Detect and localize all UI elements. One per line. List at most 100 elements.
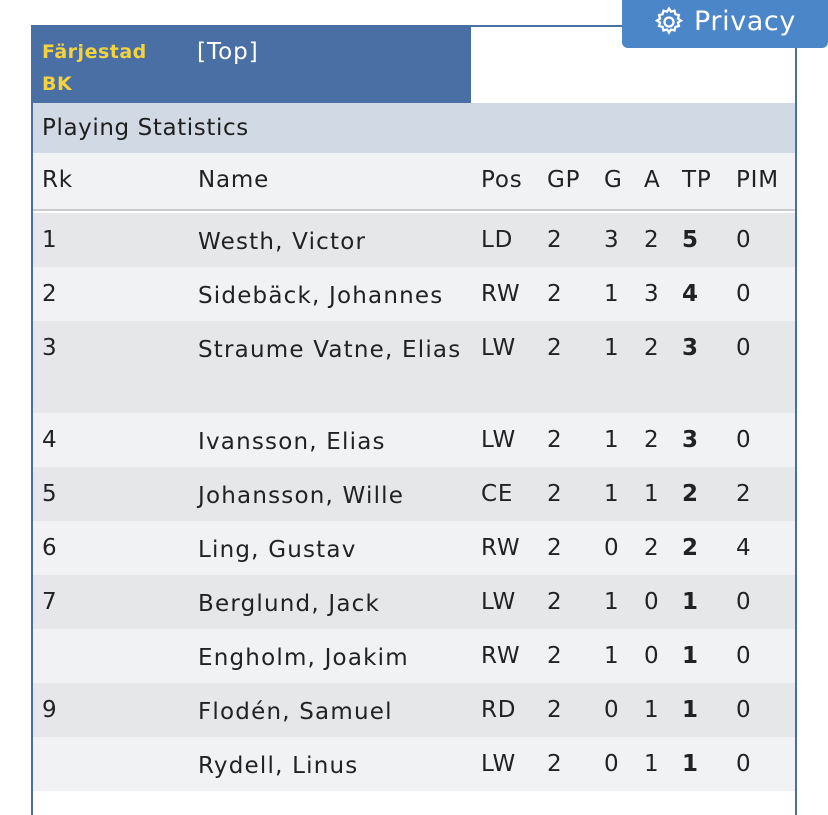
privacy-label: Privacy — [694, 6, 796, 37]
player-name-link[interactable]: Rydell, Linus — [198, 753, 359, 779]
gear-icon — [654, 6, 684, 35]
column-header-tp[interactable]: TP — [682, 167, 712, 193]
cell-pim: 0 — [736, 227, 752, 253]
top-link[interactable]: [Top] — [197, 39, 259, 65]
cell-gp: 2 — [547, 481, 563, 507]
cell-rk: 9 — [42, 697, 58, 723]
table-row: 5 Johansson, Wille CE 2 1 1 2 2 — [33, 467, 795, 521]
table-row: 1 Westh, Victor LD 2 3 2 5 0 — [33, 213, 795, 267]
cell-tp: 1 — [682, 589, 699, 615]
cell-g: 1 — [604, 643, 620, 669]
cell-pos: LW — [481, 335, 517, 361]
cell-tp: 1 — [682, 751, 699, 777]
cell-tp: 3 — [682, 427, 699, 453]
cell-gp: 2 — [547, 227, 563, 253]
cell-rk: 1 — [42, 227, 58, 253]
cell-a: 0 — [644, 589, 660, 615]
cell-rk: 2 — [42, 281, 58, 307]
cell-g: 3 — [604, 227, 620, 253]
player-name-link[interactable]: Westh, Victor — [198, 229, 367, 255]
column-header-gp[interactable]: GP — [547, 167, 581, 193]
cell-gp: 2 — [547, 751, 563, 777]
cell-g: 1 — [604, 335, 620, 361]
cell-pos: CE — [481, 481, 514, 507]
privacy-button[interactable]: Privacy — [622, 0, 828, 48]
cell-pos: RD — [481, 697, 517, 723]
cell-pim: 0 — [736, 335, 752, 361]
cell-a: 2 — [644, 427, 660, 453]
cell-a: 2 — [644, 227, 660, 253]
cell-tp: 1 — [682, 643, 699, 669]
cell-a: 0 — [644, 643, 660, 669]
cell-a: 1 — [644, 481, 660, 507]
cell-pos: LW — [481, 751, 517, 777]
table-row: Engholm, Joakim RW 2 1 0 1 0 — [33, 629, 795, 683]
cell-a: 1 — [644, 697, 660, 723]
cell-pim: 4 — [736, 535, 752, 561]
cell-pim: 0 — [736, 751, 752, 777]
column-header-g[interactable]: G — [604, 167, 623, 193]
cell-g: 0 — [604, 535, 620, 561]
column-header-pos[interactable]: Pos — [481, 167, 523, 193]
cell-pim: 0 — [736, 281, 752, 307]
column-header-pim[interactable]: PIM — [736, 167, 779, 193]
cell-pos: LD — [481, 227, 514, 253]
player-name-link[interactable]: Engholm, Joakim — [198, 645, 409, 671]
cell-rk: 6 — [42, 535, 58, 561]
section-title: Playing Statistics — [33, 103, 795, 153]
player-name-link[interactable]: Johansson, Wille — [198, 483, 405, 509]
cell-a: 2 — [644, 535, 660, 561]
table-row: 2 Sidebäck, Johannes RW 2 1 3 4 0 — [33, 267, 795, 321]
cell-rk: 7 — [42, 589, 58, 615]
table-row: 3 Straume Vatne, Elias LW 2 1 2 3 0 — [33, 321, 795, 413]
cell-pim: 0 — [736, 589, 752, 615]
cell-g: 1 — [604, 589, 620, 615]
player-name-link[interactable]: Ling, Gustav — [198, 537, 357, 563]
cell-g: 1 — [604, 281, 620, 307]
cell-pos: LW — [481, 427, 517, 453]
table-row: 4 Ivansson, Elias LW 2 1 2 3 0 — [33, 413, 795, 467]
cell-a: 1 — [644, 751, 660, 777]
cell-pim: 2 — [736, 481, 752, 507]
cell-gp: 2 — [547, 589, 563, 615]
cell-tp: 2 — [682, 481, 699, 507]
cell-tp: 4 — [682, 281, 699, 307]
cell-tp: 2 — [682, 535, 699, 561]
column-header-name[interactable]: Name — [198, 167, 270, 193]
cell-pim: 0 — [736, 697, 752, 723]
cell-tp: 1 — [682, 697, 699, 723]
table-row: Rydell, Linus LW 2 0 1 1 0 — [33, 737, 795, 791]
cell-a: 3 — [644, 281, 660, 307]
player-name-link[interactable]: Berglund, Jack — [198, 591, 380, 617]
cell-gp: 2 — [547, 535, 563, 561]
cell-pim: 0 — [736, 427, 752, 453]
cell-g: 0 — [604, 697, 620, 723]
column-header-rk[interactable]: Rk — [42, 167, 73, 193]
player-name-link[interactable]: Straume Vatne, Elias — [198, 337, 462, 363]
cell-pos: LW — [481, 589, 517, 615]
cell-gp: 2 — [547, 335, 563, 361]
cell-gp: 2 — [547, 697, 563, 723]
player-name-link[interactable]: Sidebäck, Johannes — [198, 283, 444, 309]
table-row: 6 Ling, Gustav RW 2 0 2 2 4 — [33, 521, 795, 575]
cell-gp: 2 — [547, 281, 563, 307]
column-header-a[interactable]: A — [644, 167, 661, 193]
cell-rk: 5 — [42, 481, 58, 507]
table-row: 7 Berglund, Jack LW 2 1 0 1 0 — [33, 575, 795, 629]
table-header: Rk Name Pos GP G A TP PIM — [33, 153, 795, 211]
cell-g: 0 — [604, 751, 620, 777]
cell-g: 1 — [604, 481, 620, 507]
cell-tp: 3 — [682, 335, 699, 361]
player-name-link[interactable]: Flodén, Samuel — [198, 699, 393, 725]
cell-pos: RW — [481, 281, 521, 307]
cell-pos: RW — [481, 535, 521, 561]
cell-a: 2 — [644, 335, 660, 361]
cell-rk: 4 — [42, 427, 58, 453]
team-header — [33, 27, 471, 103]
team-name: Färjestad BK — [42, 41, 147, 95]
cell-tp: 5 — [682, 227, 699, 253]
cell-pos: RW — [481, 643, 521, 669]
cell-g: 1 — [604, 427, 620, 453]
player-name-link[interactable]: Ivansson, Elias — [198, 429, 386, 455]
cell-rk: 3 — [42, 335, 58, 361]
